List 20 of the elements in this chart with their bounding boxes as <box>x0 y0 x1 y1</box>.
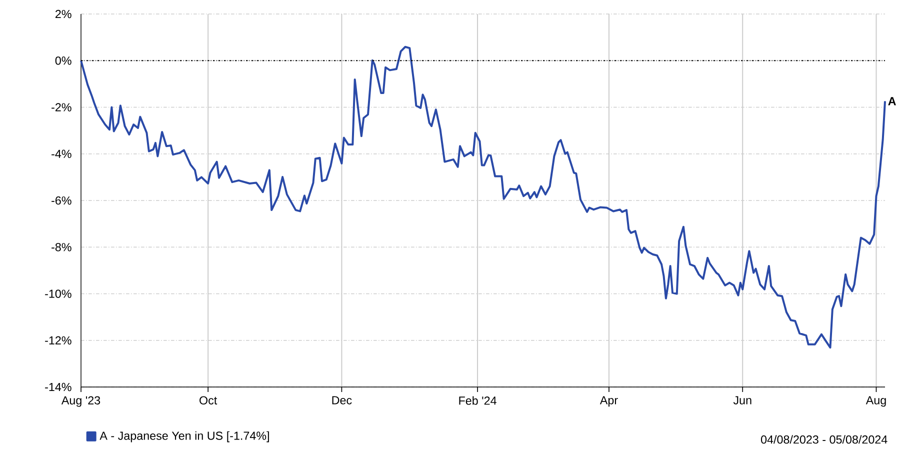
text: 04/08/2023 - 05/08/2024 <box>760 435 888 444</box>
x-tick-label: Apr <box>600 396 618 407</box>
x-tick-label: Dec <box>332 396 352 404</box>
x-tick-label: Oct <box>200 396 218 404</box>
y-tick-label: 2% <box>55 10 72 18</box>
y-tick-label: -6% <box>52 196 72 205</box>
line-series <box>80 46 886 349</box>
x-tick-label: Jun <box>733 396 752 404</box>
x-tick-label: Aug <box>866 396 886 407</box>
legend-label: A - Japanese Yen in US [-1.74%] <box>100 431 269 442</box>
y-tick-label: -4% <box>52 150 72 158</box>
y-tick-label: -2% <box>52 103 72 112</box>
x-tick-label: Aug '23 <box>61 396 100 407</box>
y-tick-label: -14% <box>45 382 72 392</box>
y-tick-label: -12% <box>45 336 72 344</box>
y-tick-label: -8% <box>52 243 72 252</box>
y-tick-label: -10% <box>45 290 72 298</box>
annotation: A <box>888 97 896 106</box>
x-tick-label: Feb '24 <box>459 396 496 405</box>
y-tick-label: 0% <box>55 56 72 65</box>
